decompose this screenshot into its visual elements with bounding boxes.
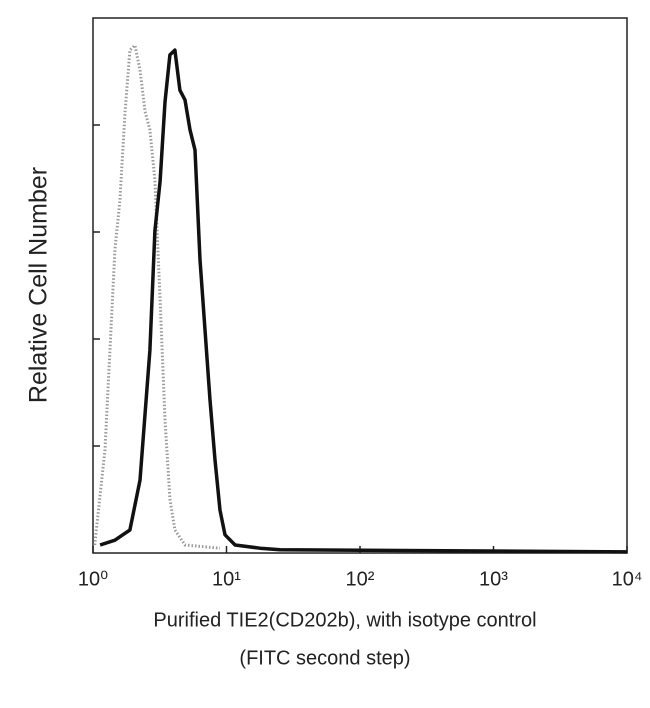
x-tick-label: 10⁴ <box>612 568 643 590</box>
y-axis-label: Relative Cell Number <box>25 167 53 403</box>
x-tick-label: 10¹ <box>212 568 241 590</box>
histogram-line <box>99 48 628 554</box>
plot-frame <box>92 17 628 554</box>
x-tick-label: 10³ <box>479 568 508 590</box>
x-tick-label: 10² <box>346 568 375 590</box>
x-axis-label: (FITC second step) <box>239 647 410 669</box>
x-axis-label: Purified TIE2(CD202b), with isotype cont… <box>153 609 536 631</box>
x-tick-label: 10⁰ <box>78 568 108 590</box>
